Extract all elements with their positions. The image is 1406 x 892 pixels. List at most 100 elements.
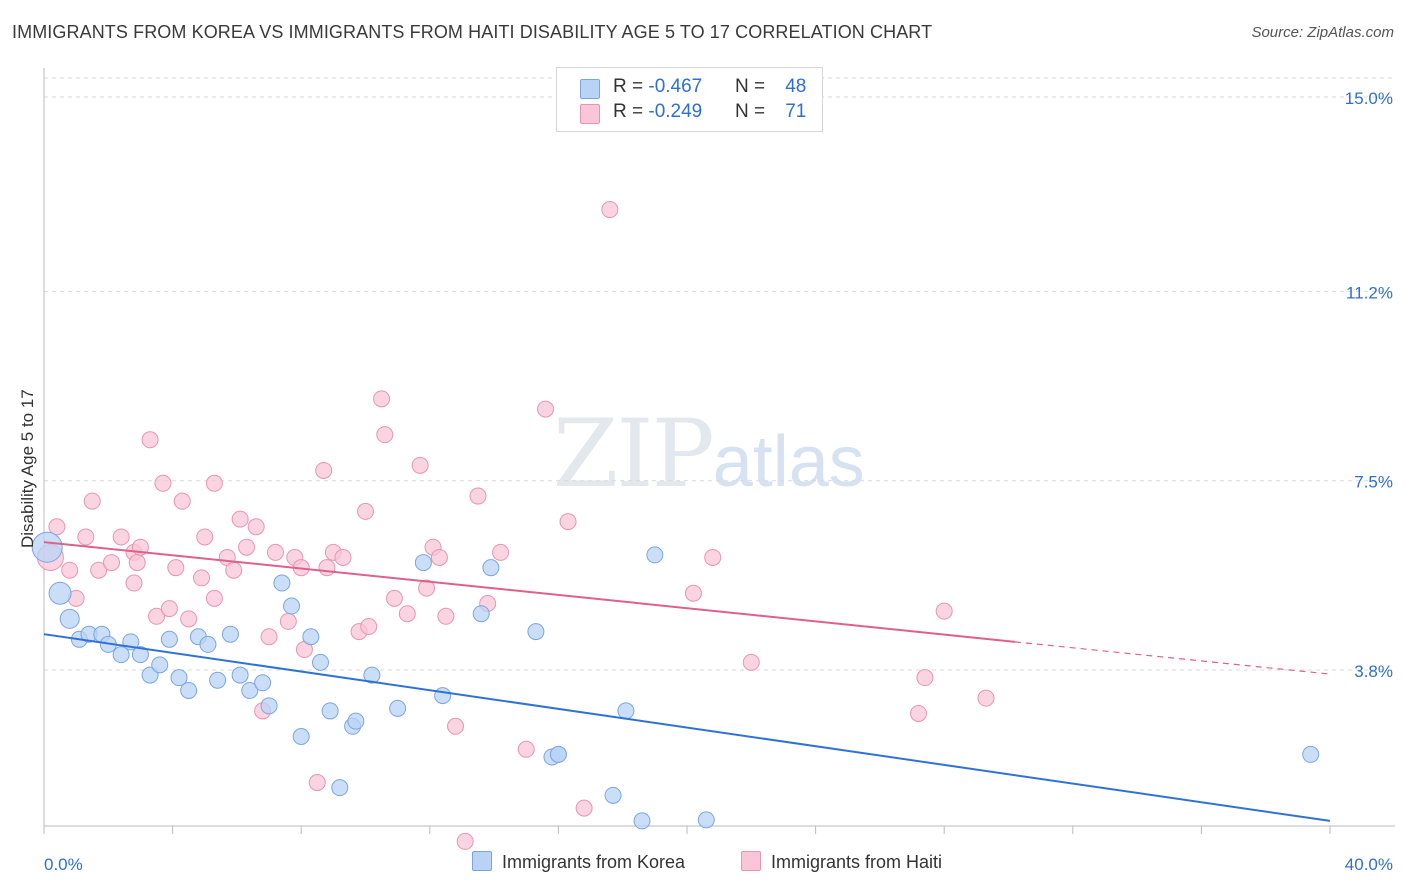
- korea-point: [221, 625, 239, 643]
- y-tick-label: 11.2%: [1346, 283, 1393, 302]
- haiti-point: [559, 513, 577, 531]
- korea-point: [302, 628, 320, 646]
- haiti-point: [173, 492, 191, 510]
- haiti-point: [935, 602, 953, 620]
- haiti-point: [308, 774, 326, 792]
- haiti-r-value: -0.249: [648, 101, 703, 122]
- korea-point: [292, 728, 310, 746]
- correlation-legend: R = -0.467 N = 48 R = -0.249 N = 71: [556, 67, 823, 132]
- korea-point: [549, 745, 567, 763]
- haiti-point: [447, 717, 465, 735]
- haiti-point: [385, 589, 403, 607]
- haiti-point: [231, 510, 249, 528]
- haiti-point: [398, 605, 416, 623]
- korea-swatch: [580, 79, 600, 99]
- y-tick-label: 3.8%: [1354, 662, 1393, 681]
- haiti-point: [193, 569, 211, 587]
- bottom-legend-haiti: Immigrants from Haiti: [741, 851, 942, 873]
- korea-point: [283, 597, 301, 615]
- haiti-point: [83, 492, 101, 510]
- korea-point: [414, 554, 432, 572]
- haiti-point: [456, 832, 474, 850]
- korea-point: [112, 646, 130, 664]
- haiti-point: [205, 589, 223, 607]
- korea-point: [434, 687, 452, 705]
- korea-n-value: 48: [785, 76, 807, 97]
- y-axis-label: Disability Age 5 to 17: [18, 389, 37, 548]
- korea-r-value: -0.467: [648, 76, 703, 97]
- haiti-point: [167, 559, 185, 577]
- haiti-point: [318, 559, 336, 577]
- korea-r: R = -0.467: [613, 76, 703, 97]
- watermark-zip: ZIP: [553, 400, 715, 509]
- haiti-point: [418, 579, 436, 597]
- korea-point: [209, 671, 227, 689]
- haiti-n: N = 71: [735, 101, 807, 122]
- haiti-point: [315, 461, 333, 479]
- haiti-point: [469, 487, 487, 505]
- haiti-trend-extension: [1014, 641, 1331, 675]
- haiti-point: [112, 528, 130, 546]
- haiti-point: [373, 390, 391, 408]
- korea-point: [347, 712, 365, 730]
- haiti-point: [437, 607, 455, 625]
- korea-point: [151, 656, 169, 674]
- korea-point: [482, 559, 500, 577]
- korea-point: [633, 812, 651, 830]
- haiti-point: [90, 561, 108, 579]
- haiti-legend-swatch: [741, 851, 761, 871]
- haiti-point: [260, 628, 278, 646]
- haiti-point: [411, 456, 429, 474]
- haiti-point: [704, 548, 722, 566]
- source-credit: Source: ZipAtlas.com: [1251, 24, 1394, 41]
- haiti-point: [376, 426, 394, 444]
- korea-point: [260, 697, 278, 715]
- korea-legend-label: Immigrants from Korea: [502, 852, 686, 872]
- haiti-point: [492, 543, 510, 561]
- haiti-point: [148, 607, 166, 625]
- haiti-point: [684, 584, 702, 602]
- korea-n: N = 48: [735, 76, 807, 97]
- korea-point: [697, 811, 715, 829]
- haiti-point: [360, 618, 378, 636]
- haiti-point: [141, 431, 159, 449]
- korea-point: [59, 608, 80, 629]
- korea-point: [273, 574, 291, 592]
- haiti-point: [205, 474, 223, 492]
- korea-point: [231, 666, 249, 684]
- haiti-r: R = -0.249: [613, 101, 703, 122]
- korea-point: [180, 681, 198, 699]
- x-tick-label: 0.0%: [44, 855, 83, 874]
- haiti-point: [742, 653, 760, 671]
- haiti-point: [266, 543, 284, 561]
- haiti-point: [575, 799, 593, 817]
- korea-point: [527, 623, 545, 641]
- haiti-point: [517, 740, 535, 758]
- korea-point: [311, 653, 329, 671]
- haiti-point: [601, 201, 619, 219]
- korea-point: [199, 635, 217, 653]
- haiti-swatch: [580, 104, 600, 124]
- haiti-point: [125, 574, 143, 592]
- korea-point: [31, 531, 63, 563]
- haiti-n-value: 71: [785, 101, 807, 122]
- x-tick-label: 40.0%: [1345, 855, 1393, 874]
- korea-point: [472, 605, 490, 623]
- haiti-point: [154, 474, 172, 492]
- korea-point: [170, 669, 188, 687]
- korea-point: [254, 674, 272, 692]
- haiti-point: [48, 518, 66, 536]
- watermark-atlas: atlas: [712, 422, 865, 502]
- haiti-point: [196, 528, 214, 546]
- haiti-point: [357, 502, 374, 520]
- haiti-point: [977, 689, 995, 707]
- korea-point: [48, 581, 72, 605]
- haiti-point: [128, 554, 146, 572]
- haiti-point: [430, 548, 448, 566]
- haiti-point: [160, 600, 178, 618]
- korea-point: [604, 786, 622, 804]
- haiti-legend-label: Immigrants from Haiti: [771, 852, 943, 872]
- korea-point: [363, 666, 381, 684]
- korea-legend-swatch: [472, 851, 492, 871]
- korea-point: [241, 681, 259, 699]
